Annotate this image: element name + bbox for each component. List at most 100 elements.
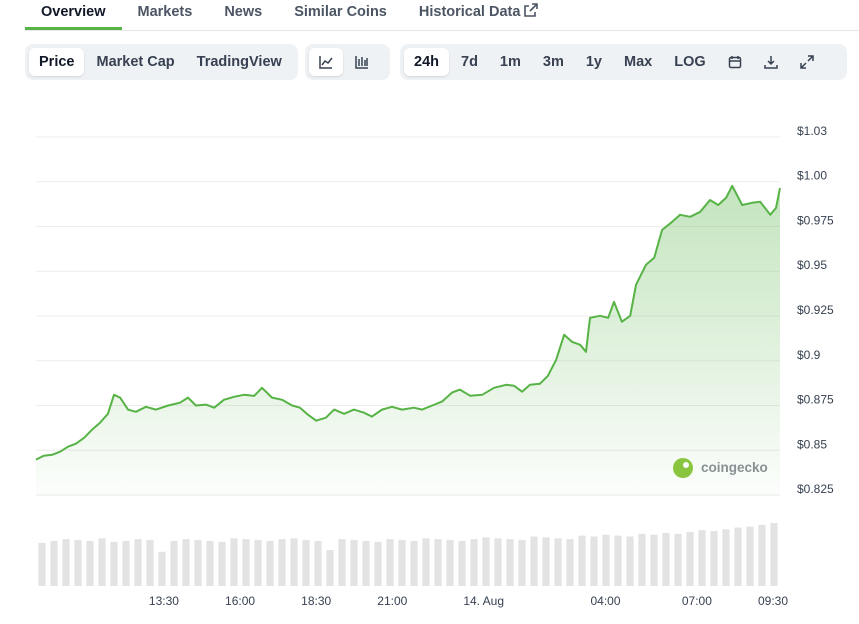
chart-mode-button[interactable]: Price xyxy=(29,48,85,76)
range-button[interactable]: LOG xyxy=(674,54,706,70)
volume-bar xyxy=(206,541,214,586)
volume-bar xyxy=(254,540,262,586)
range-buttons: 24h 7d 1m 3m 1y Max LOG xyxy=(404,48,716,76)
tab[interactable]: News xyxy=(224,4,263,20)
volume-bar xyxy=(266,541,274,586)
volume-bar xyxy=(662,532,670,586)
volume-bar xyxy=(506,539,514,586)
y-tick-label: $0.95 xyxy=(797,258,827,272)
volume-bar xyxy=(278,539,286,586)
chart-mode-button[interactable]: Market Cap xyxy=(96,54,175,70)
volume-bar xyxy=(458,541,466,586)
volume-bar xyxy=(518,540,526,586)
volume-bar xyxy=(554,538,562,586)
volume-bar xyxy=(38,542,46,586)
volume-bar xyxy=(194,540,202,586)
x-tick-label: 04:00 xyxy=(590,594,620,608)
volume-bar xyxy=(218,541,226,586)
volume-bar xyxy=(350,540,358,586)
chart-style-group xyxy=(305,44,390,80)
volume-bar xyxy=(110,541,118,586)
range-group: 24h 7d 1m 3m 1y Max LOG xyxy=(400,44,847,80)
volume-bar xyxy=(698,530,706,586)
volume-bar xyxy=(374,541,382,586)
volume-bar xyxy=(158,551,166,586)
tab[interactable]: Markets xyxy=(137,4,193,20)
y-tick-label: $0.925 xyxy=(797,303,834,317)
y-tick-label: $0.975 xyxy=(797,213,834,227)
y-tick-label: $0.9 xyxy=(797,348,821,362)
line-chart-button[interactable] xyxy=(309,48,343,76)
volume-bar xyxy=(482,537,490,586)
x-tick-label: 09:30 xyxy=(758,594,788,608)
range-button[interactable]: 3m xyxy=(542,54,564,70)
volume-bar xyxy=(686,532,694,586)
x-tick-label: 16:00 xyxy=(225,594,255,608)
volume-bar xyxy=(86,541,94,586)
volume-bar xyxy=(134,539,142,586)
volume-bar xyxy=(590,536,598,586)
download-button[interactable] xyxy=(754,48,788,76)
x-tick-label: 14. Aug xyxy=(463,594,504,608)
area xyxy=(36,185,780,497)
fullscreen-button[interactable] xyxy=(790,48,824,76)
candle-chart-button[interactable] xyxy=(345,48,379,76)
volume-bar xyxy=(314,541,322,586)
y-tick-label: $0.825 xyxy=(797,482,834,496)
volume-bar xyxy=(734,527,742,586)
volume-bar xyxy=(170,541,178,586)
volume-bar xyxy=(542,537,550,586)
range-button[interactable]: 7d xyxy=(461,54,478,70)
range-button[interactable]: 1y xyxy=(585,54,602,70)
volume-bar xyxy=(626,536,634,586)
tabs: Overview Markets News Similar Coins Historic… xyxy=(25,0,859,31)
x-tick-label: 13:30 xyxy=(149,594,179,608)
volume-bar xyxy=(614,535,622,586)
volume-bar xyxy=(362,541,370,586)
external-link-icon xyxy=(524,3,538,17)
volume-bar xyxy=(566,539,574,586)
volume-bar xyxy=(122,541,130,586)
volume-bar xyxy=(434,539,442,586)
volume-bar xyxy=(770,523,778,586)
volume-bar xyxy=(290,538,298,586)
volume-bar xyxy=(326,550,334,586)
range-button[interactable]: 24h xyxy=(404,48,449,76)
price-line xyxy=(35,184,781,461)
volume-bar xyxy=(62,539,70,586)
volume-bar xyxy=(98,538,106,586)
volume-bar xyxy=(650,534,658,586)
tab[interactable]: Overview xyxy=(25,0,122,30)
volume-bar xyxy=(242,539,250,586)
volume-bar xyxy=(182,539,190,586)
chart-mode-group: Price Market Cap TradingView xyxy=(25,44,298,80)
y-tick-label: $0.85 xyxy=(797,437,827,451)
volume-bar xyxy=(602,534,610,586)
calendar-button[interactable] xyxy=(718,48,752,76)
volume-bar xyxy=(638,533,646,586)
volume-bar xyxy=(746,526,754,586)
volume-bar xyxy=(446,540,454,586)
x-tick-label: 07:00 xyxy=(682,594,712,608)
volume-bar xyxy=(230,538,238,586)
chart-mode-button[interactable]: TradingView xyxy=(196,54,282,70)
volume-bar xyxy=(146,540,154,586)
range-button[interactable]: 1m xyxy=(499,54,521,70)
volume-bar xyxy=(710,531,718,586)
volume-bar xyxy=(386,539,394,586)
volume-bar xyxy=(674,533,682,586)
volume-bar xyxy=(410,541,418,586)
x-tick-label: 21:00 xyxy=(377,594,407,608)
tab[interactable]: Historical Data xyxy=(418,4,521,20)
volume-bar xyxy=(494,538,502,586)
volume-bar xyxy=(74,540,82,586)
volume-bar xyxy=(722,529,730,586)
volume-bar xyxy=(302,540,310,586)
volume-bar xyxy=(422,538,430,586)
x-tick-label: 18:30 xyxy=(301,594,331,608)
range-button[interactable]: Max xyxy=(624,54,653,70)
tab[interactable]: Similar Coins xyxy=(294,4,387,20)
volume-bar xyxy=(578,535,586,586)
